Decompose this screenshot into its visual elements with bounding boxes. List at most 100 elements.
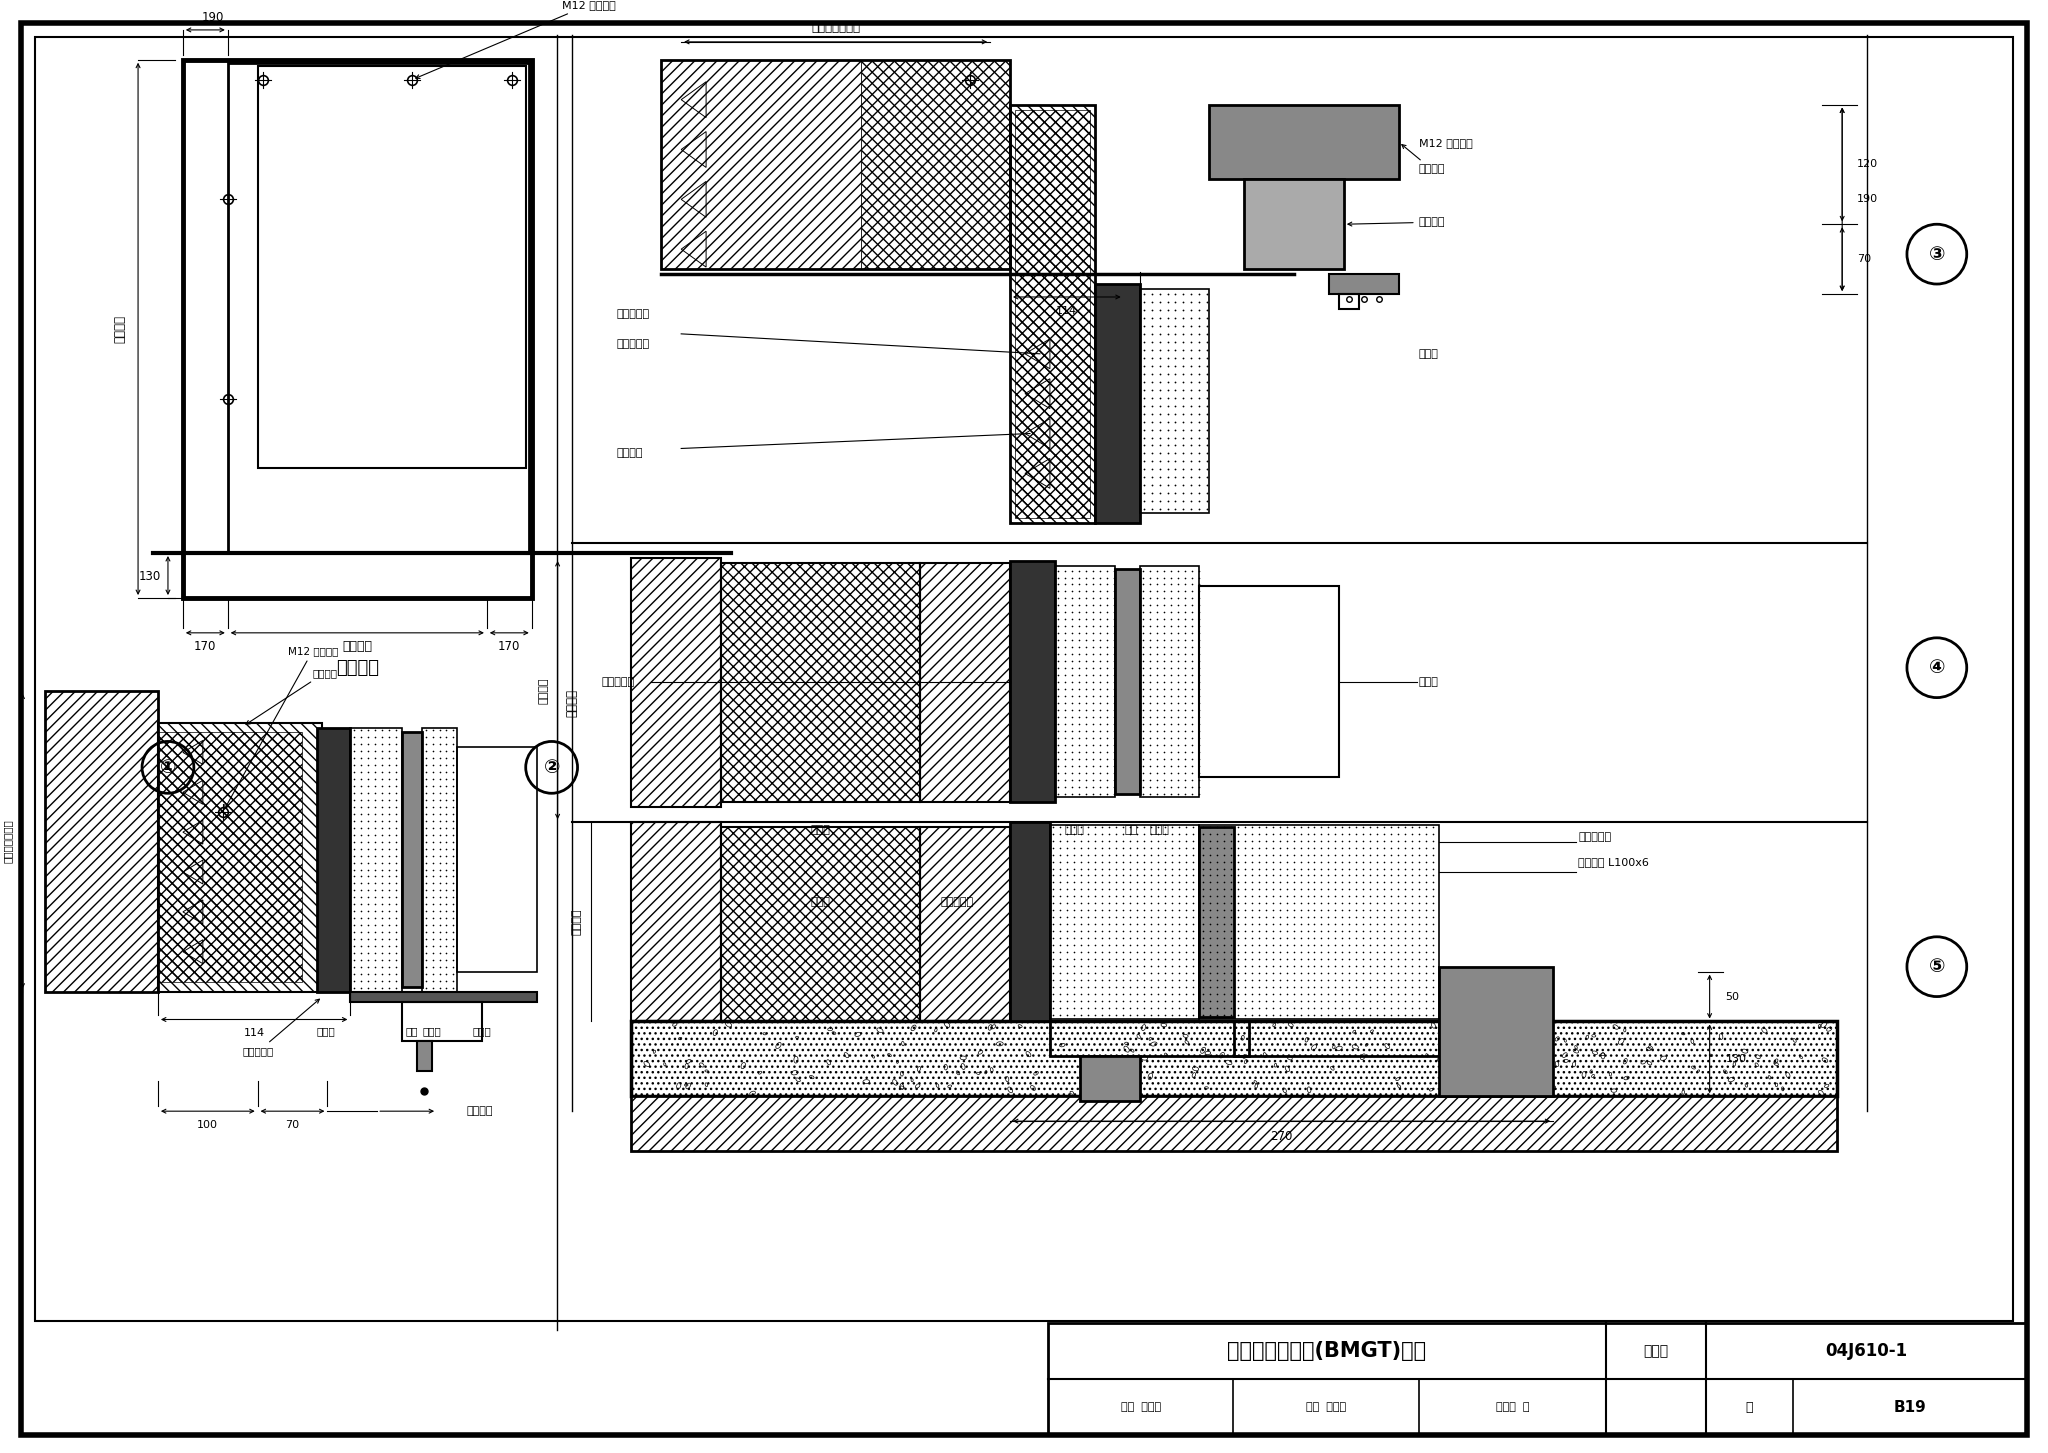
Text: ①: ①	[160, 758, 176, 777]
Bar	[1055, 567, 1114, 798]
Bar	[1438, 966, 1552, 1096]
Bar	[631, 1021, 1837, 1096]
Text: 项目设计定: 项目设计定	[616, 339, 649, 349]
Bar	[631, 822, 721, 1021]
Text: 130: 130	[139, 570, 162, 583]
Bar	[1139, 567, 1200, 798]
Bar	[258, 65, 526, 468]
Bar	[158, 722, 322, 991]
Bar	[631, 822, 721, 1021]
Text: 270: 270	[1270, 1129, 1292, 1142]
Bar	[662, 60, 1010, 269]
Text: 170: 170	[195, 641, 217, 654]
Bar	[418, 1042, 432, 1071]
Text: 门窗高度: 门窗高度	[113, 315, 127, 343]
Text: ②: ②	[543, 758, 559, 777]
Bar	[1235, 1021, 1438, 1056]
Bar	[350, 728, 401, 991]
Text: 墙体见项目设计: 墙体见项目设计	[2, 819, 12, 863]
Bar	[182, 60, 532, 599]
Text: 门扇: 门扇	[406, 1026, 418, 1036]
Text: 吊架装置: 吊架装置	[1348, 218, 1446, 227]
Text: 190: 190	[203, 12, 225, 25]
Bar	[1016, 109, 1090, 519]
Text: M12 膨胀锚栓: M12 膨胀锚栓	[416, 0, 614, 78]
Bar	[1114, 570, 1139, 795]
Text: 审核  王祖光: 审核 王祖光	[1120, 1402, 1161, 1412]
Text: 行轨装置: 行轨装置	[1401, 145, 1446, 174]
Text: 门洞过梁由: 门洞过梁由	[616, 309, 649, 318]
Text: 保温层: 保温层	[811, 897, 831, 907]
Text: 门洞宽度: 门洞宽度	[467, 1106, 494, 1116]
Bar	[1096, 283, 1139, 523]
Bar	[45, 690, 158, 991]
Text: 170: 170	[498, 641, 520, 654]
Text: 校对  李正阁: 校对 李正阁	[1307, 1402, 1346, 1412]
Text: 120: 120	[1858, 160, 1878, 170]
Bar	[721, 827, 920, 1021]
Bar	[631, 1096, 1837, 1151]
Text: ③: ③	[1929, 244, 1946, 263]
Bar	[631, 558, 721, 808]
Bar	[920, 827, 1010, 1021]
Text: 室内标高: 室内标高	[571, 908, 582, 936]
Bar	[1200, 586, 1339, 777]
Text: 玻璃钢门框: 玻璃钢门框	[602, 677, 635, 687]
Bar	[1010, 822, 1051, 1021]
Bar	[158, 732, 303, 982]
Bar	[35, 36, 2013, 1321]
Text: 190: 190	[1858, 195, 1878, 205]
Text: M12 膨胀锚栓: M12 膨胀锚栓	[225, 645, 338, 809]
Bar	[1049, 1324, 2028, 1436]
Text: 04J610-1: 04J610-1	[1825, 1343, 1907, 1360]
Text: 墙体见项目设计: 墙体见项目设计	[811, 22, 860, 35]
Bar	[350, 991, 537, 1001]
Text: 图集号: 图集号	[1642, 1344, 1669, 1359]
Text: 100: 100	[197, 1120, 219, 1130]
Text: 保温层: 保温层	[811, 825, 831, 835]
Text: 密封条: 密封条	[315, 1026, 334, 1036]
Bar	[401, 1001, 481, 1042]
Text: 气密胶填平: 气密胶填平	[940, 897, 973, 907]
Text: 页: 页	[1745, 1401, 1753, 1414]
Bar	[1329, 275, 1399, 294]
Text: 观察窗: 观察窗	[473, 1026, 492, 1036]
Bar	[1200, 827, 1235, 1017]
Text: B19: B19	[1894, 1399, 1927, 1415]
Bar	[1010, 105, 1096, 523]
Text: 门洞护板: 门洞护板	[616, 449, 643, 459]
Text: 门扇: 门扇	[1124, 825, 1139, 835]
Bar	[422, 728, 457, 991]
Bar	[1010, 561, 1055, 802]
Bar	[860, 60, 1010, 269]
Text: 70: 70	[285, 1120, 299, 1130]
Bar	[1079, 1056, 1139, 1101]
Text: 门框宽度: 门框宽度	[539, 677, 549, 703]
Bar	[1051, 825, 1200, 1019]
Text: 玻璃钢门框: 玻璃钢门框	[244, 1000, 319, 1056]
Bar	[227, 62, 528, 554]
Bar	[158, 722, 322, 991]
Text: M12 膨胀锚栓: M12 膨胀锚栓	[1419, 138, 1473, 148]
Text: 密封条: 密封条	[1419, 349, 1438, 359]
Text: 密封条: 密封条	[422, 1026, 442, 1036]
Bar	[401, 732, 422, 987]
Text: 114: 114	[244, 1029, 264, 1039]
Text: 下导轮装置: 下导轮装置	[1579, 833, 1612, 843]
Bar	[631, 558, 721, 808]
Text: 114: 114	[1057, 307, 1077, 315]
Text: 门洞护板: 门洞护板	[246, 668, 338, 724]
Text: ④: ④	[1929, 658, 1946, 677]
Text: 130: 130	[1726, 1053, 1747, 1064]
Text: 观察窗: 观察窗	[1419, 677, 1438, 687]
Text: 门框宽度: 门框宽度	[565, 689, 578, 716]
Bar	[1139, 289, 1210, 513]
Bar	[45, 690, 158, 991]
Bar	[631, 1021, 1837, 1096]
Bar	[1339, 294, 1358, 309]
Bar	[721, 827, 920, 1021]
Text: 钢质推拉保温门(BMGT)详图: 钢质推拉保温门(BMGT)详图	[1227, 1341, 1427, 1361]
Text: 70: 70	[1858, 254, 1872, 264]
Bar	[258, 65, 526, 468]
Bar	[1200, 825, 1438, 1019]
